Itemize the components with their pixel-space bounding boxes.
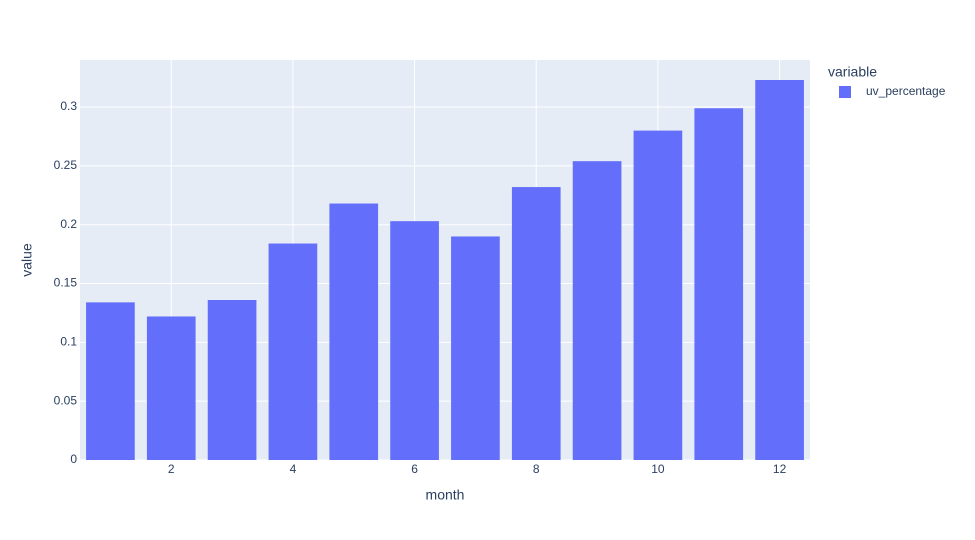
x-axis-title: month [426, 487, 465, 503]
bar [451, 236, 500, 460]
y-tick-label: 0.05 [54, 393, 78, 407]
legend-label: uv_percentage [866, 84, 946, 98]
bar [511, 187, 561, 460]
y-tick-label: 0.3 [60, 99, 77, 113]
x-tick-label: 10 [651, 462, 665, 476]
x-tick-label: 8 [533, 462, 540, 476]
x-tick-label: 6 [411, 462, 418, 476]
y-tick-label: 0.2 [60, 217, 77, 231]
x-tick-label: 4 [290, 462, 297, 476]
bar [390, 221, 439, 460]
bar [572, 161, 622, 461]
legend-title: variable [828, 64, 877, 80]
x-tick-label: 2 [168, 462, 175, 476]
x-tick-label: 12 [773, 462, 787, 476]
bar [207, 300, 257, 460]
y-tick-label: 0.15 [54, 276, 78, 290]
bar [694, 108, 744, 460]
bar [329, 203, 379, 460]
plot-area [80, 60, 810, 460]
bar [268, 243, 318, 460]
y-tick-label: 0 [70, 452, 77, 466]
y-axis-title: value [19, 243, 35, 277]
y-tick-label: 0.1 [60, 335, 77, 349]
y-tick-label: 0.25 [54, 158, 78, 172]
bar [633, 130, 683, 460]
bar [146, 316, 196, 460]
bar [755, 80, 804, 460]
legend-marker [839, 86, 851, 98]
bar [86, 302, 135, 460]
